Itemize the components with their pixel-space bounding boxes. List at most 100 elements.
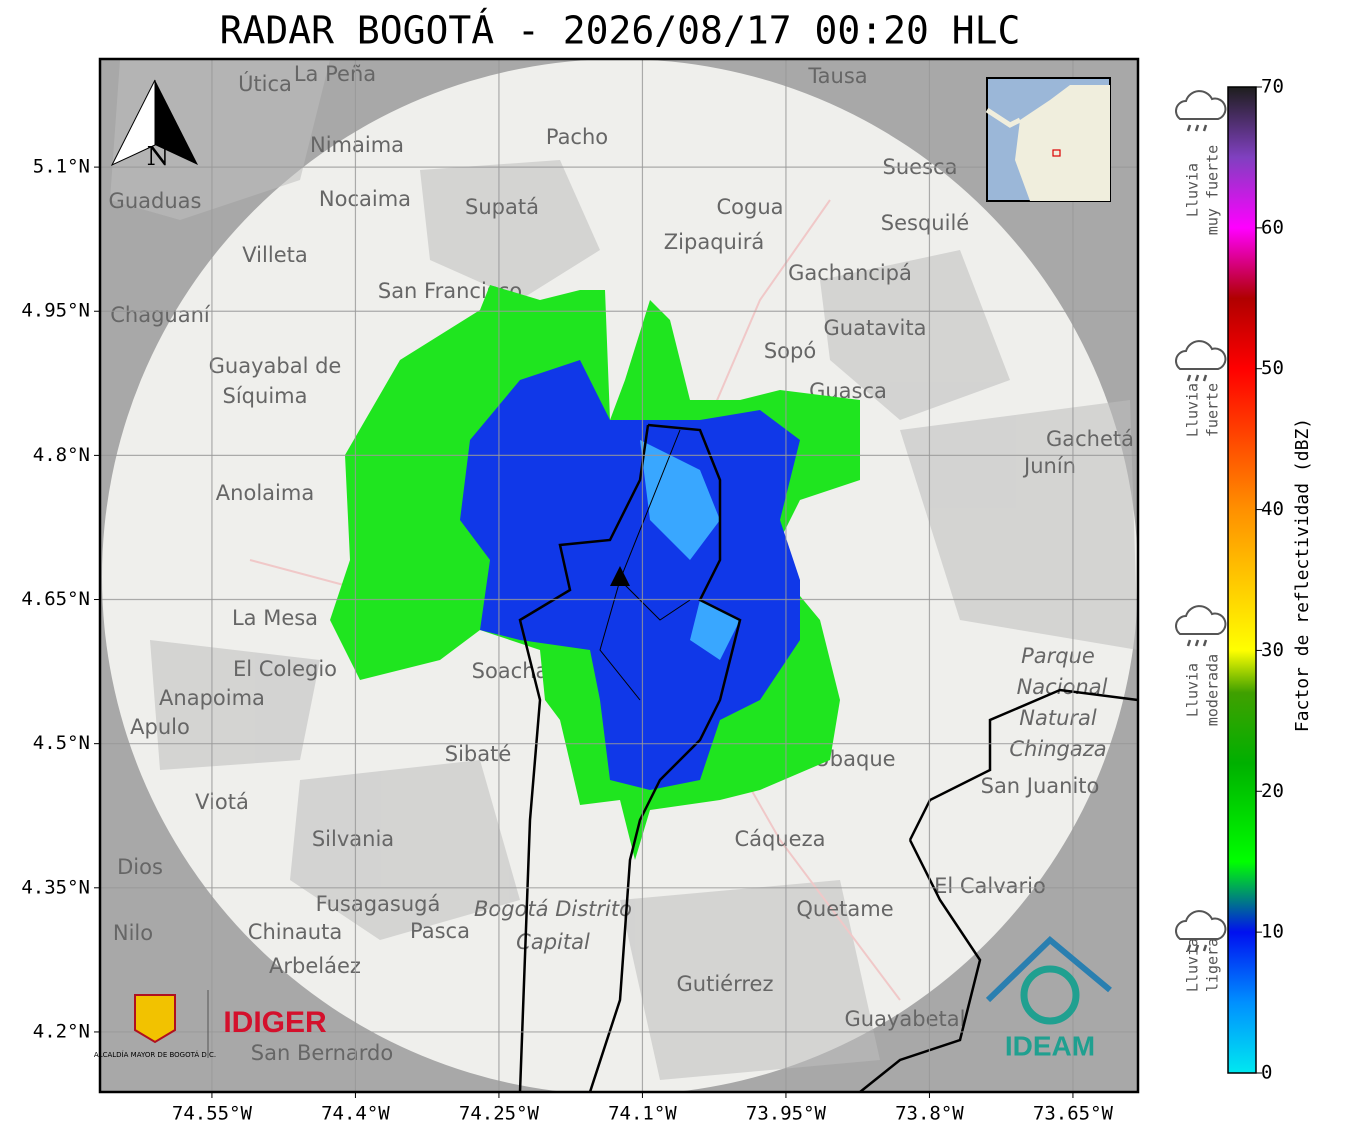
place-label: Parque [1021, 644, 1095, 668]
x-tick-label: 73.95°W [746, 1103, 827, 1125]
y-tick-label: 4.8°N [33, 444, 90, 466]
logo-right: IDEAM [985, 935, 1112, 1061]
place-label: Quetame [796, 897, 893, 921]
place-label: Guatavita [824, 316, 927, 340]
place-label: Capital [516, 930, 590, 954]
rain-level-label: Lluvia [1184, 938, 1202, 992]
y-tick-label: 5.1°N [33, 156, 90, 178]
north-arrow: N [110, 79, 198, 172]
rain-level: Lluvia ligera [1175, 910, 1227, 992]
colorbar-bar [1227, 86, 1257, 1074]
rain-level: Lluvia muy fuerte [1175, 90, 1227, 235]
colorbar-tick-label: 70 [1261, 76, 1284, 98]
cloud-icon [1175, 90, 1227, 120]
colorbar-tick-label: 40 [1261, 498, 1284, 520]
rain-drops [1186, 944, 1208, 952]
rain-drops [1186, 639, 1208, 647]
place-label: La Mesa [232, 606, 318, 630]
y-tick-label: 4.65°N [21, 588, 90, 610]
place-label: Tausa [807, 64, 867, 88]
boundaries [518, 423, 1138, 1092]
place-label: Natural [1019, 706, 1097, 730]
colorbar-tick-label: 30 [1261, 639, 1284, 661]
inset-map [985, 77, 1111, 202]
rain-level-label: ligera [1204, 938, 1222, 992]
place-label: Guayabetal [845, 1007, 966, 1031]
map-frame [98, 57, 1140, 1094]
place-label: Chingaza [1009, 737, 1106, 761]
place-label: Supatá [465, 195, 539, 219]
colorbar-tick-label: 20 [1261, 780, 1284, 802]
x-tick-label: 74.25°W [459, 1103, 540, 1125]
place-label: Chaguaní [110, 303, 211, 327]
place-label: Dios [117, 855, 163, 879]
radar-site [610, 566, 630, 586]
place-label: Gachetá [1046, 427, 1134, 451]
colorbar-tick-label: 10 [1261, 921, 1284, 943]
place-label: Pacho [546, 125, 608, 149]
place-label: Sopó [764, 339, 816, 363]
place-label: Gutiérrez [677, 972, 774, 996]
rain-level: Lluvia fuerte [1175, 340, 1227, 437]
north-label: N [147, 142, 170, 172]
place-label: Nimaima [310, 133, 404, 157]
logo-alcaldia: ALCALDÍA MAYOR DE BOGOTÁ D.C. [94, 1050, 216, 1059]
place-label: Junín [1022, 454, 1076, 478]
rain-level-label: Lluvia [1184, 163, 1202, 217]
place-label: El Calvario [934, 874, 1046, 898]
title: RADAR BOGOTÁ - 2026/08/17 00:20 HLC [220, 9, 1021, 53]
place-label: Arbeláez [269, 954, 361, 978]
place-label: La Peña [294, 62, 376, 86]
place-label: Cáqueza [735, 827, 826, 851]
cloud-icon [1175, 605, 1227, 635]
rain-level-label: moderada [1204, 654, 1222, 726]
grid: 74.55°W 74.4°W 74.25°W 74.1°W 73.95°W 73.8°W 7… [21, 59, 1138, 1125]
rain-level-label: muy fuerte [1204, 145, 1222, 235]
colorbar-tick-label: 50 [1261, 357, 1284, 379]
place-label: Útica [238, 71, 292, 96]
y-tick-label: 4.2°N [33, 1020, 90, 1042]
place-label: Pasca [410, 919, 470, 943]
rain-level-label: Lluvia [1184, 663, 1202, 717]
x-tick-label: 74.55°W [172, 1103, 253, 1125]
echo-light-blue [640, 440, 740, 660]
place-label: Apulo [130, 715, 190, 739]
cloud-icon [1175, 910, 1227, 940]
place-label: Chinauta [248, 920, 342, 944]
y-tick-label: 4.5°N [33, 732, 90, 754]
colorbar-tick-label: 60 [1261, 216, 1284, 238]
y-tick-label: 4.95°N [21, 300, 90, 322]
rain-level: Lluvia moderada [1175, 605, 1227, 726]
colorbar: 0 10 20 30 40 50 60 70 Factor de reflectividad (… [1227, 76, 1313, 1084]
logo-left: ALCALDÍA MAYOR DE BOGOTÁ D.C. IDIGER [94, 990, 327, 1059]
colorbar-label: Factor de reflectividad (dBZ) [1292, 418, 1313, 732]
place-label: Soacha [472, 659, 549, 683]
place-label: Fusagasugá [316, 892, 441, 916]
rain-level-label: Lluvia [1184, 383, 1202, 437]
x-tick-label: 74.1°W [608, 1103, 677, 1125]
place-label: Silvania [312, 827, 394, 851]
place-label: Sibaté [445, 742, 512, 766]
y-tick-label: 4.35°N [21, 876, 90, 898]
place-label: Gachancipá [788, 261, 912, 285]
rain-level-label: fuerte [1204, 383, 1222, 437]
place-label: Villeta [242, 243, 307, 267]
x-tick-label: 74.4°W [321, 1103, 390, 1125]
place-label: Anolaima [216, 481, 314, 505]
cloud-icon [1175, 340, 1227, 370]
rain-drops [1186, 124, 1208, 132]
place-label: Nocaima [319, 187, 411, 211]
place-label: Zipaquirá [664, 230, 764, 254]
place-label: Cogua [716, 195, 783, 219]
place-label: Guaduas [109, 189, 202, 213]
place-label: Bogotá Distrito [474, 897, 632, 921]
place-label: Sesquilé [881, 211, 969, 235]
place-label: Viotá [195, 790, 249, 814]
logo-idiger: IDIGER [223, 1006, 327, 1039]
place-label: San Bernardo [251, 1041, 393, 1065]
x-tick-label: 73.65°W [1033, 1103, 1114, 1125]
place-label: Síquima [223, 384, 308, 408]
